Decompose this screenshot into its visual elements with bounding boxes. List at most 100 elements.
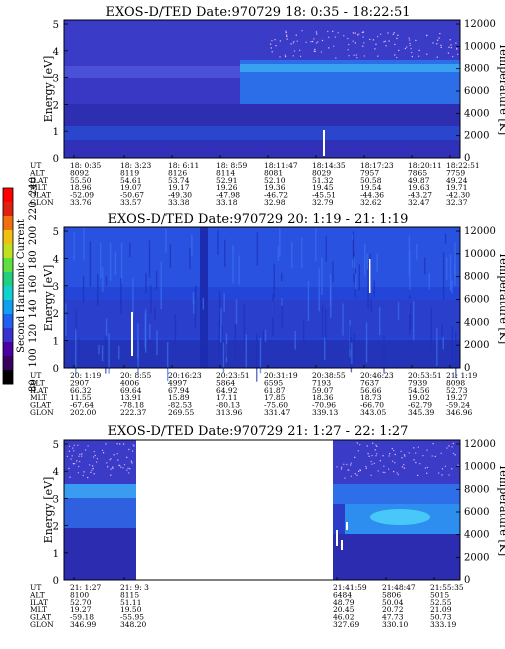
streak — [218, 291, 221, 328]
speckle — [112, 467, 114, 470]
panel-1-title: EXOS-D/TED Date:970729 18: 0:35 - 18:22:… — [106, 5, 411, 20]
y2tick-label: 10000 — [464, 462, 496, 473]
speckle — [368, 455, 370, 457]
speckle — [396, 37, 398, 40]
speckle — [359, 469, 361, 472]
streak — [218, 318, 220, 359]
speckle — [426, 449, 428, 451]
table-cell: -44.36 — [360, 191, 384, 200]
colorbar-tick-label: 120 — [28, 324, 39, 343]
y2tick-label: 10000 — [464, 41, 496, 52]
speckle — [426, 472, 428, 474]
table-cell: 7193 — [312, 378, 331, 387]
table-cell: -43.27 — [408, 191, 432, 200]
speckle — [408, 39, 411, 41]
speckle — [107, 466, 109, 468]
table-cell: 21: 1:27 — [70, 583, 102, 592]
y2tick-label: 6000 — [464, 86, 489, 97]
speckle — [116, 443, 118, 445]
speckle — [404, 47, 406, 50]
streak — [259, 337, 262, 374]
streak — [370, 299, 372, 312]
streak — [383, 334, 385, 374]
table-cell: 48.79 — [333, 598, 355, 607]
ytick-label: 3 — [53, 494, 59, 505]
streak — [105, 318, 108, 337]
streak — [109, 242, 112, 281]
table-cell: -49.30 — [168, 191, 192, 200]
speckle — [74, 463, 76, 465]
streak — [243, 304, 245, 352]
speckle — [417, 446, 419, 448]
table-cell: -42.30 — [446, 191, 470, 200]
panel-2-mid-band — [64, 300, 460, 338]
table-cell: 18:17:23 — [360, 161, 394, 170]
streak — [324, 337, 326, 361]
speckle — [279, 40, 281, 42]
streak — [264, 329, 267, 342]
speckle — [393, 470, 395, 473]
speckle — [369, 38, 371, 41]
table-cell: 15.89 — [168, 393, 190, 402]
streak — [75, 328, 77, 374]
table-row-label: ILAT — [30, 386, 48, 395]
speckle — [348, 55, 350, 57]
speckle — [347, 37, 349, 40]
speckle — [389, 453, 391, 455]
speckle — [357, 450, 359, 452]
table-cell: 8029 — [312, 168, 331, 177]
speckle — [373, 462, 375, 464]
speckle — [292, 55, 294, 57]
table-cell: 5806 — [382, 590, 401, 599]
speckle — [78, 455, 80, 457]
colorbar-tick-label: 240 — [28, 177, 39, 196]
table-cell: 49.87 — [408, 176, 430, 185]
speckle — [391, 448, 393, 450]
speckle — [328, 47, 330, 49]
speckle — [365, 467, 367, 469]
speckle — [328, 36, 330, 38]
speckle — [91, 469, 93, 471]
speckle — [431, 455, 433, 457]
speckle — [113, 454, 115, 456]
table-row-label: UT — [30, 161, 41, 170]
table-cell: 346.96 — [446, 408, 472, 417]
ytick-label: 5 — [53, 20, 59, 31]
panel-1: EXOS-D/TED Date:970729 18: 0:35 - 18:22:… — [29, 5, 505, 207]
panel-1-speckles — [270, 30, 459, 59]
speckle — [271, 51, 273, 53]
speckle — [116, 453, 118, 455]
streak — [108, 333, 110, 374]
table-cell: 59.07 — [312, 386, 334, 395]
speckle — [397, 34, 399, 36]
streak — [358, 264, 361, 291]
table-cell: 52.10 — [264, 176, 286, 185]
y2tick-label: 12000 — [464, 19, 496, 30]
panel-2-streaks — [65, 227, 457, 382]
speckle — [382, 471, 384, 473]
table-cell: 8098 — [446, 378, 465, 387]
colorbar-segment — [3, 286, 13, 301]
speckle — [451, 446, 453, 448]
table-row-label: GLAT — [30, 191, 51, 200]
streak — [65, 303, 67, 336]
table-cell: 21: 9: 3 — [120, 583, 149, 592]
colorbar-segment — [3, 356, 13, 371]
colorbar-segment — [3, 202, 13, 217]
speckle — [377, 55, 379, 57]
ytick-label: 2 — [53, 309, 59, 320]
speckle — [126, 456, 128, 458]
table-cell: 19.27 — [446, 393, 468, 402]
speckle — [68, 445, 71, 447]
colorbar-tick-label: 220 — [28, 201, 39, 220]
streak — [132, 277, 134, 317]
streak — [315, 228, 317, 261]
table-cell: 55.50 — [70, 176, 92, 185]
table-cell: 19.36 — [264, 183, 286, 192]
table-cell: -46.72 — [264, 191, 288, 200]
streak — [303, 319, 305, 340]
streak — [156, 330, 158, 356]
speckle — [376, 453, 378, 455]
speckle — [314, 50, 316, 53]
streak — [349, 325, 352, 350]
